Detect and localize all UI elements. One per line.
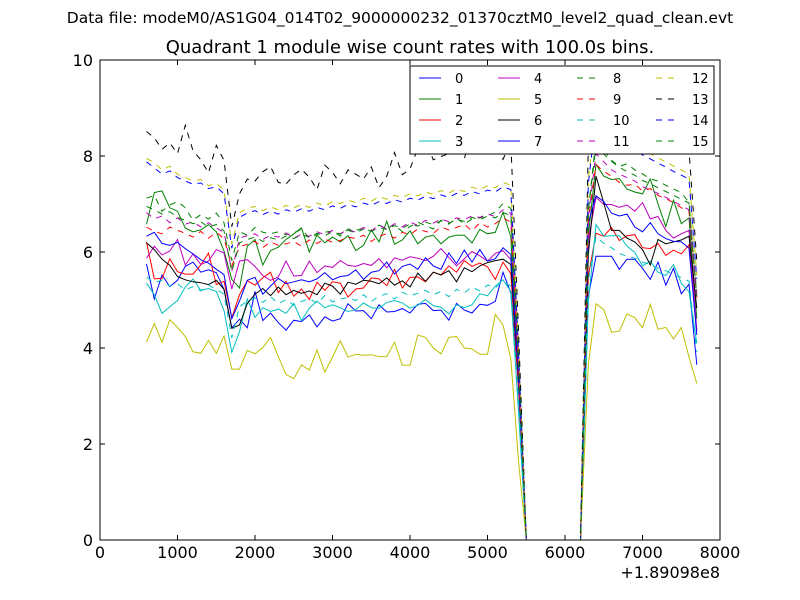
legend-label-9: 9 — [613, 93, 621, 108]
y-tick-label: 10 — [73, 51, 93, 70]
legend-label-10: 10 — [613, 114, 630, 129]
series-line-4 — [146, 196, 698, 540]
legend-label-5: 5 — [534, 93, 542, 108]
x-tick-label: 5000 — [467, 543, 508, 562]
legend-label-11: 11 — [613, 135, 630, 150]
series-line-3 — [146, 223, 698, 540]
x-tick-label: 6000 — [545, 543, 586, 562]
legend-label-4: 4 — [534, 72, 542, 87]
series-line-6 — [146, 176, 698, 540]
y-tick-label: 4 — [83, 339, 93, 358]
series-line-7 — [146, 194, 698, 540]
legend-label-3: 3 — [455, 135, 463, 150]
series-line-11 — [146, 152, 698, 540]
x-tick-label: 0 — [95, 543, 105, 562]
legend-label-6: 6 — [534, 114, 542, 129]
y-tick-label: 8 — [83, 147, 93, 166]
x-tick-label: 8000 — [700, 543, 741, 562]
series-line-12 — [146, 111, 698, 540]
chart-title: Quadrant 1 module wise count rates with … — [166, 37, 655, 58]
series-line-2 — [146, 226, 698, 540]
series-line-1 — [146, 162, 698, 540]
legend-label-13: 13 — [692, 93, 709, 108]
x-tick-label: 7000 — [622, 543, 663, 562]
y-tick-label: 6 — [83, 243, 93, 262]
legend-label-15: 15 — [692, 135, 709, 150]
x-tick-label: 4000 — [390, 543, 431, 562]
x-offset-label: +1.89098e8 — [620, 563, 720, 582]
series-line-5 — [146, 302, 698, 540]
y-tick-label: 2 — [83, 435, 93, 454]
legend-label-7: 7 — [534, 135, 542, 150]
y-tick-label: 0 — [83, 531, 93, 550]
legend-label-12: 12 — [692, 72, 709, 87]
suptitle: Data file: modeM0/AS1G04_014T02_90000002… — [66, 9, 734, 27]
x-tick-label: 1000 — [157, 543, 198, 562]
legend-label-14: 14 — [692, 114, 709, 129]
series-line-9 — [146, 163, 698, 540]
legend-label-8: 8 — [613, 72, 621, 87]
series-line-15 — [146, 144, 698, 540]
x-tick-label: 2000 — [235, 543, 276, 562]
legend-label-0: 0 — [455, 72, 463, 87]
x-tick-label: 3000 — [312, 543, 353, 562]
series-line-10 — [146, 235, 698, 540]
series-line-0 — [146, 255, 698, 540]
legend-box — [409, 65, 715, 155]
legend-label-2: 2 — [455, 114, 463, 129]
legend-label-1: 1 — [455, 93, 463, 108]
series-line-14 — [146, 116, 698, 540]
